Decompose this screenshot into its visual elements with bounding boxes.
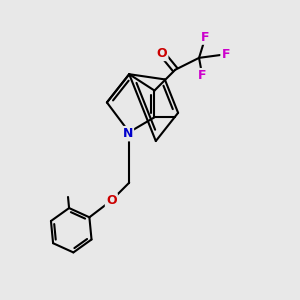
- Text: F: F: [198, 69, 206, 82]
- Text: O: O: [106, 194, 117, 207]
- Text: F: F: [201, 31, 209, 44]
- Text: F: F: [221, 48, 230, 62]
- Text: O: O: [157, 47, 167, 60]
- Text: N: N: [122, 127, 133, 140]
